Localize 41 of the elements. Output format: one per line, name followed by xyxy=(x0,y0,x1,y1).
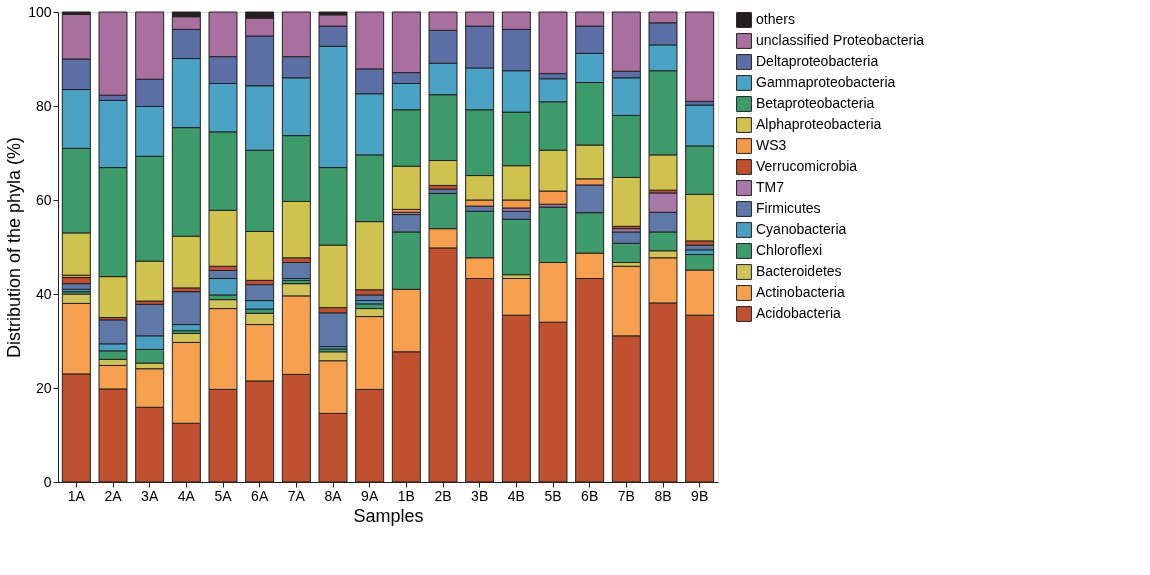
legend-label: TM7 xyxy=(756,179,785,195)
legend-label: Actinobacteria xyxy=(756,284,845,300)
legend-label: Alphaproteobacteria xyxy=(756,116,882,132)
x-tick-label: 3A xyxy=(141,487,159,504)
x-tick-label: 6A xyxy=(251,487,269,504)
x-tick-label: 2B xyxy=(434,487,452,504)
x-tick-label: 9A xyxy=(361,487,379,504)
x-tick-label: 7B xyxy=(617,487,635,504)
x-tick-label: 8A xyxy=(324,487,343,504)
x-tick-label: 7A xyxy=(287,487,306,504)
x-tick-label: 1B xyxy=(397,487,415,504)
legend-label: Deltaproteobacteria xyxy=(756,53,879,69)
legend-label: unclassified Proteobacteria xyxy=(756,32,925,48)
legend-label: Bacteroidetes xyxy=(756,263,842,279)
y-tick-label: 80 xyxy=(35,97,52,114)
legend-label: Acidobacteria xyxy=(756,305,842,321)
y-tick-label: 60 xyxy=(35,191,52,208)
x-tick-label: 4B xyxy=(507,487,525,504)
y-tick-label: 100 xyxy=(28,3,52,20)
legend-label: Verrucomicrobia xyxy=(756,158,858,174)
y-tick-label: 20 xyxy=(35,379,52,396)
x-tick-label: 8B xyxy=(654,487,672,504)
x-tick-label: 6B xyxy=(581,487,599,504)
legend-label: Gammaproteobacteria xyxy=(756,74,896,90)
x-tick-label: 1A xyxy=(67,487,86,504)
y-tick-label: 0 xyxy=(43,473,52,490)
y-tick-label: 40 xyxy=(35,285,52,302)
x-axis-title: Samples xyxy=(353,505,424,526)
y-axis-title: Distribution of the phyla (%) xyxy=(4,136,25,359)
x-tick-label: 2A xyxy=(104,487,123,504)
x-tick-label: 9B xyxy=(691,487,709,504)
legend-label: WS3 xyxy=(756,137,787,153)
x-tick-label: 4A xyxy=(177,487,196,504)
x-tick-label: 5B xyxy=(544,487,562,504)
x-tick-label: 5A xyxy=(214,487,233,504)
x-tick-label: 3B xyxy=(471,487,489,504)
legend-label: Betaproteobacteria xyxy=(756,95,875,111)
legend-label: Cyanobacteria xyxy=(756,221,847,237)
legend-label: others xyxy=(756,11,795,27)
legend-label: Firmicutes xyxy=(756,200,821,216)
legend-label: Chloroflexi xyxy=(756,242,823,258)
